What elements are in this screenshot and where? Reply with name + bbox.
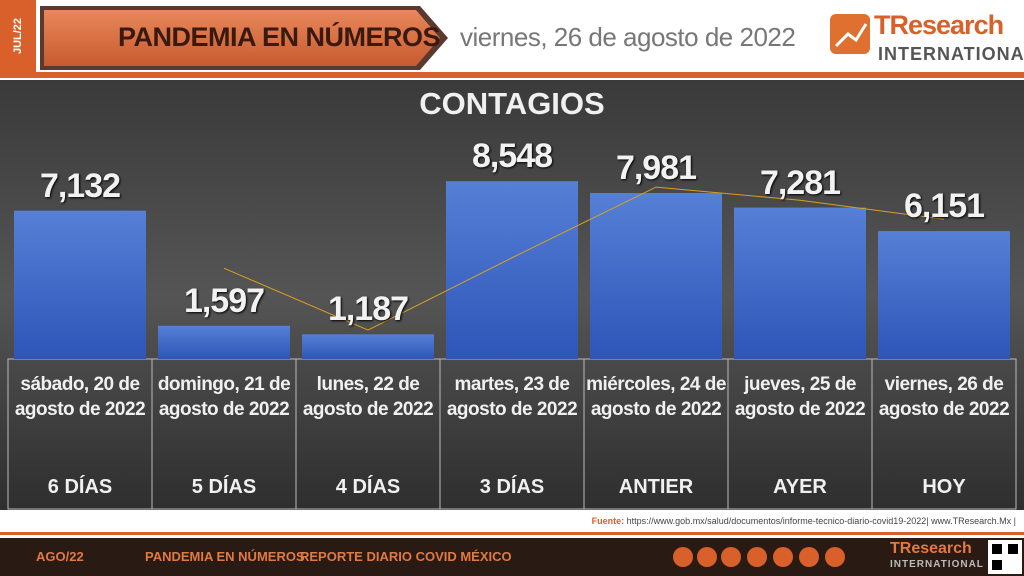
chart-title: CONTAGIOS <box>419 86 605 121</box>
qr-block <box>992 560 1002 570</box>
bar <box>878 231 1010 359</box>
category-label: lunes, 22 de agosto de 2022 <box>302 374 434 420</box>
trend-line <box>223 186 945 331</box>
header-title: PANDEMIA EN NÚMEROS <box>118 22 441 52</box>
value-label: 7,281 <box>759 163 841 202</box>
category-label: jueves, 25 de agosto de 2022 <box>734 374 866 420</box>
source-text: https://www.gob.mx/salud/documentos/info… <box>626 516 1016 526</box>
period-label: 5 DÍAS <box>191 476 257 498</box>
bar <box>734 207 866 359</box>
category-label: sábado, 20 de agosto de 2022 <box>14 374 146 420</box>
footer-section: PANDEMIA EN NÚMEROS <box>145 549 305 564</box>
value-label: 1,597 <box>183 281 265 320</box>
period-label: AYER <box>773 476 827 498</box>
footer-bar <box>0 538 1024 576</box>
social-icons <box>673 547 845 567</box>
category-label: viernes, 26 de agosto de 2022 <box>878 374 1010 420</box>
value-label: 6,151 <box>903 187 985 226</box>
footer-logo-sub: INTERNATIONAL <box>890 559 984 570</box>
bar <box>590 192 722 359</box>
footer-logo-name: TResearch <box>890 540 972 557</box>
category-label: miércoles, 24 de agosto de 2022 <box>586 374 726 420</box>
logo-arrow <box>834 23 868 48</box>
month-tab-text: JUL/22 <box>12 17 25 55</box>
logo-name: TResearch <box>874 10 1004 40</box>
period-label: 4 DÍAS <box>335 476 401 498</box>
footer-report: REPORTE DIARIO COVID MÉXICO <box>300 549 512 564</box>
value-label: 8,548 <box>471 137 553 176</box>
value-label: 7,981 <box>615 148 697 187</box>
category-label: domingo, 21 de agosto de 2022 <box>157 374 291 420</box>
bar <box>158 325 290 359</box>
value-label: 7,132 <box>39 166 121 205</box>
period-label: 6 DÍAS <box>47 476 113 498</box>
month-tab-box: JUL/22 <box>0 0 36 72</box>
header-date: viernes, 26 de agosto de 2022 <box>460 22 796 52</box>
period-label: HOY <box>922 476 966 498</box>
month-tab <box>0 0 36 72</box>
category-label: martes, 23 de agosto de 2022 <box>446 374 578 420</box>
value-label: 1,187 <box>327 290 409 329</box>
period-label: 3 DÍAS <box>479 476 545 498</box>
footer-month: AGO/22 <box>36 549 84 564</box>
title-pill <box>44 10 440 66</box>
footer-rule <box>0 532 1024 535</box>
qr-block <box>992 544 1002 554</box>
qr-block <box>1008 544 1018 554</box>
period-label: ANTIER <box>618 476 694 498</box>
bar <box>446 181 578 359</box>
bar <box>302 334 434 359</box>
source-label: Fuente: <box>591 516 625 526</box>
header-rule <box>0 72 1024 78</box>
logo-sub: INTERNATIONAL <box>878 44 1024 64</box>
bar <box>14 210 146 359</box>
source: Fuente: https://www.gob.mx/salud/documen… <box>592 516 1016 526</box>
